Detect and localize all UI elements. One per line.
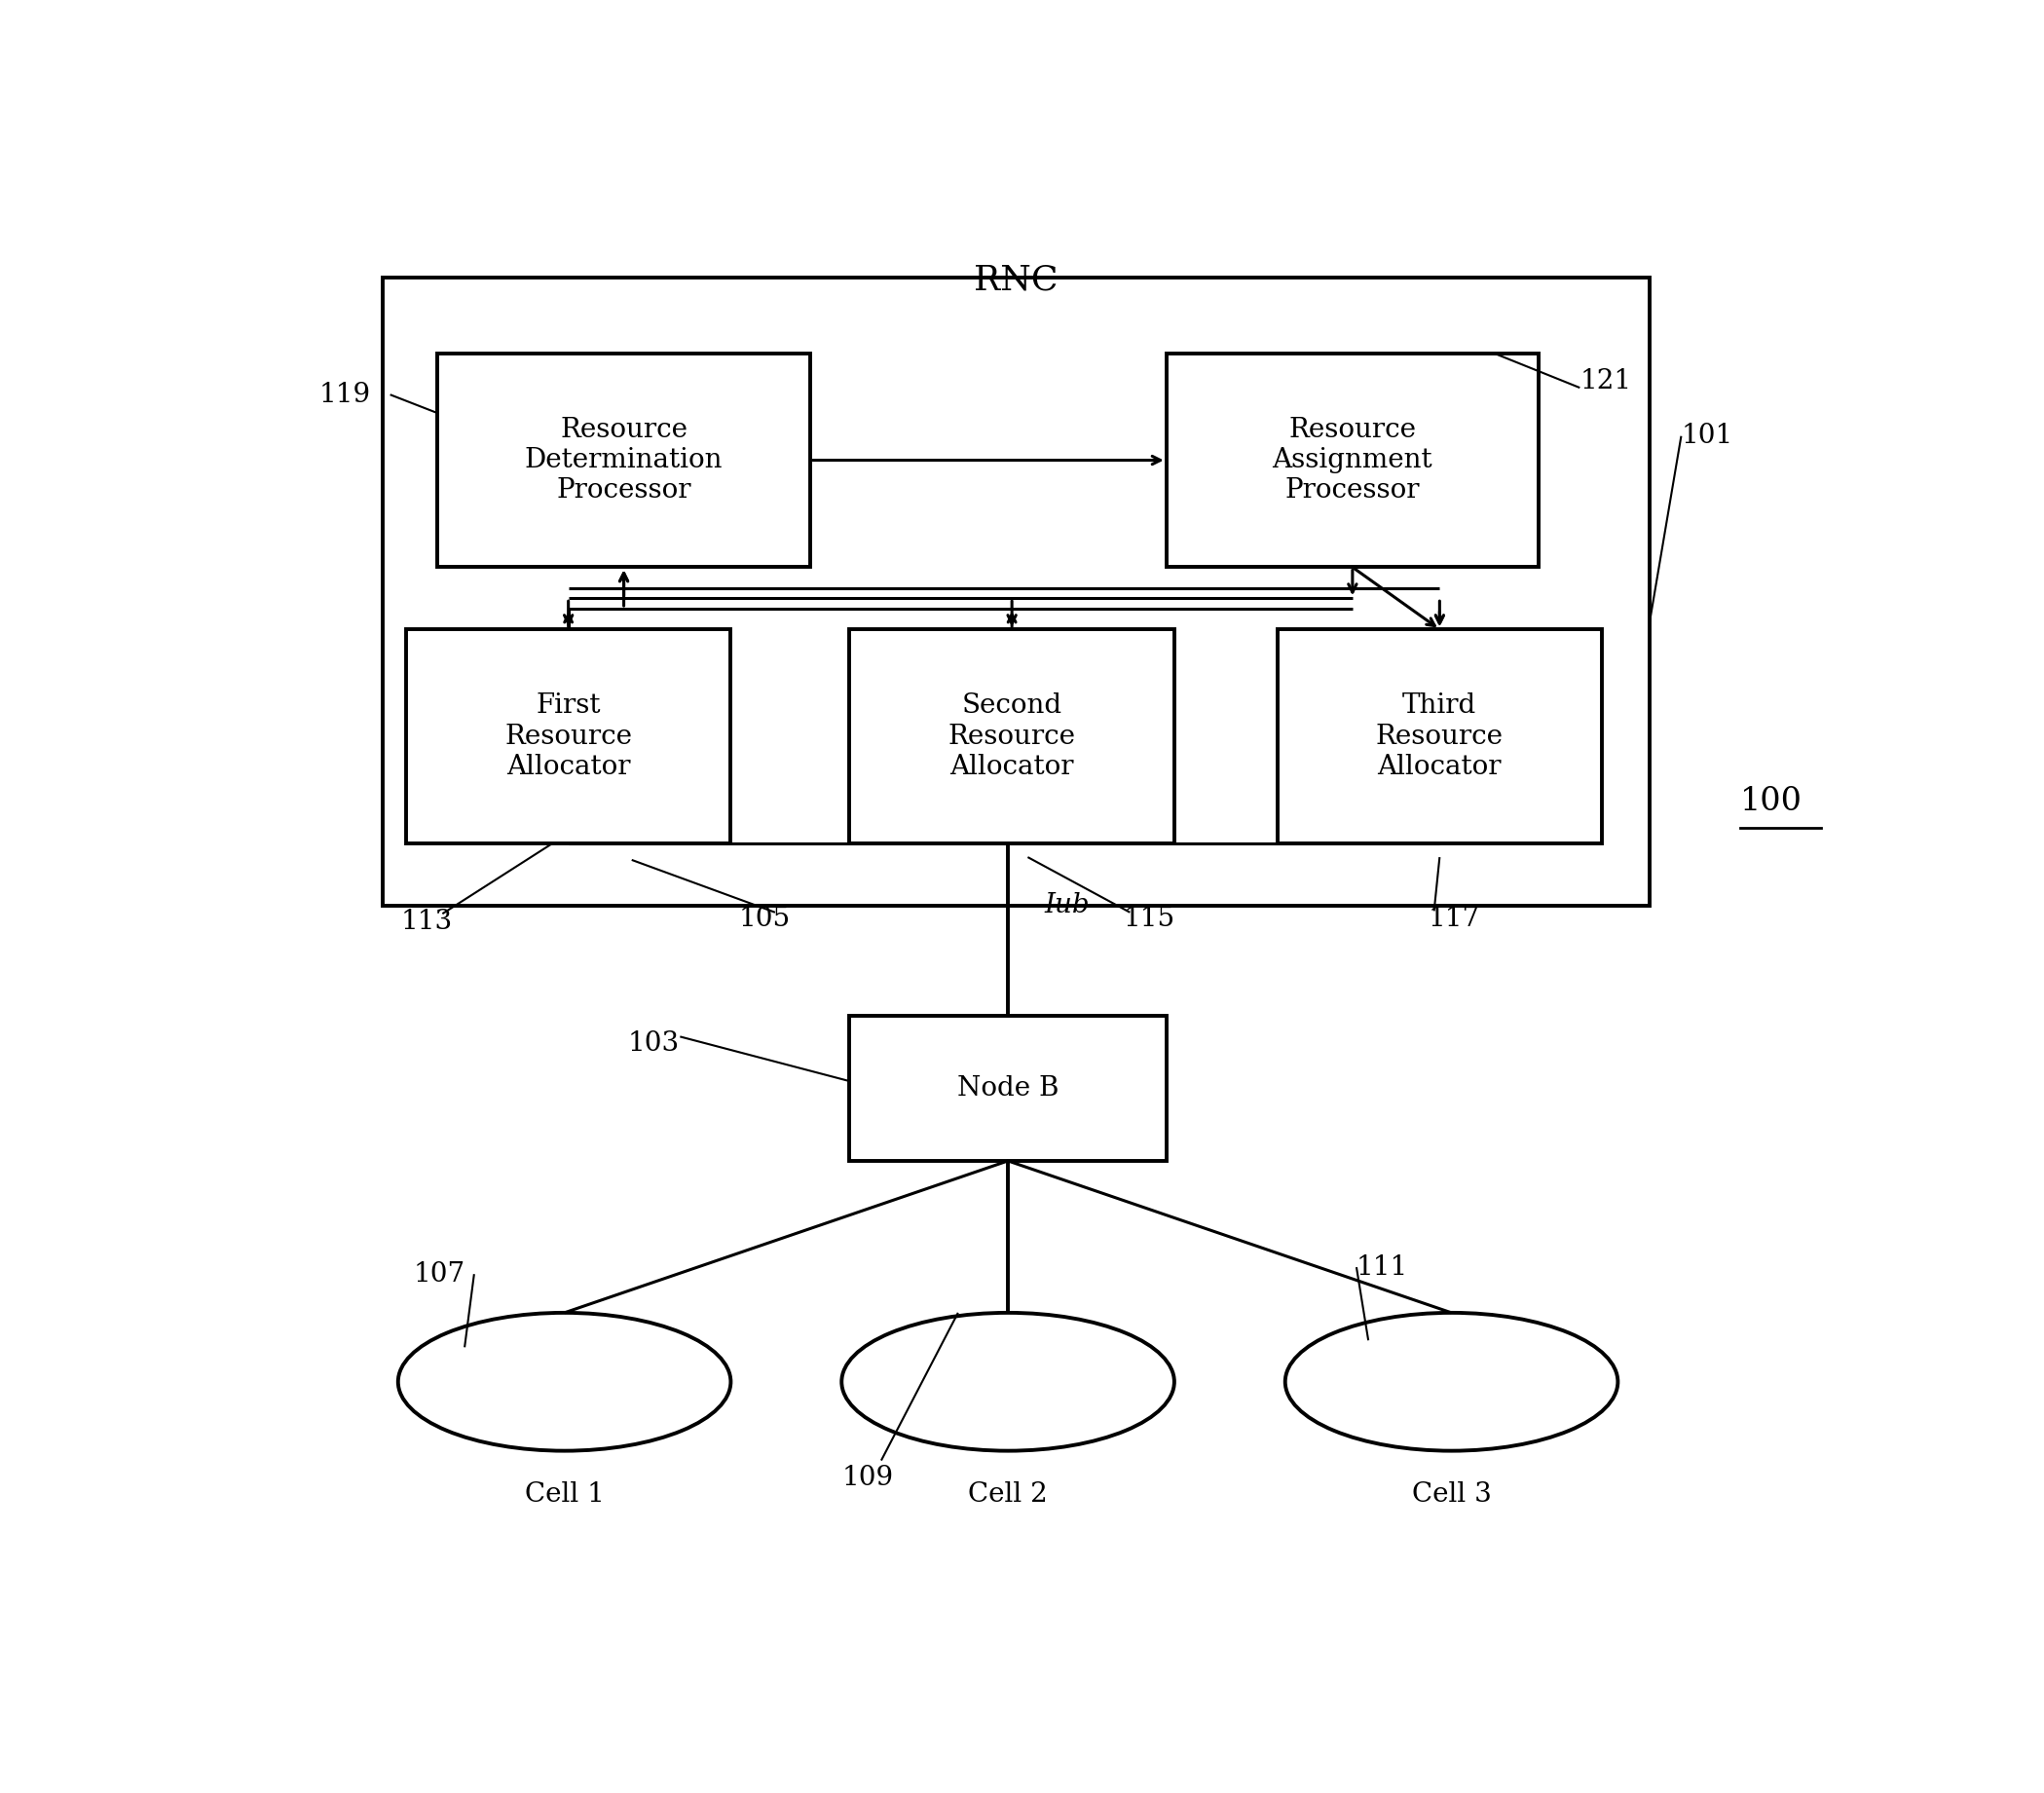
Ellipse shape [1286, 1312, 1619, 1451]
Text: Second
Resource
Allocator: Second Resource Allocator [948, 692, 1075, 780]
Text: Cell 3: Cell 3 [1412, 1481, 1492, 1508]
Text: 101: 101 [1682, 423, 1733, 450]
Text: 111: 111 [1357, 1253, 1408, 1280]
Bar [850, 629, 1173, 843]
Text: 107: 107 [413, 1260, 466, 1287]
Text: Node B: Node B [957, 1076, 1059, 1101]
Text: Iub: Iub [1044, 893, 1089, 918]
Ellipse shape [842, 1312, 1173, 1451]
Text: 113: 113 [401, 909, 454, 936]
Bar [850, 1017, 1167, 1160]
Text: RNC: RNC [973, 264, 1059, 296]
Bar [437, 353, 809, 567]
Text: 121: 121 [1580, 368, 1631, 394]
Text: Cell 1: Cell 1 [525, 1481, 605, 1508]
Text: First
Resource
Allocator: First Resource Allocator [505, 692, 632, 780]
Ellipse shape [399, 1312, 732, 1451]
Bar [1167, 353, 1539, 567]
Bar [407, 629, 732, 843]
Text: 119: 119 [319, 382, 370, 407]
Text: Third
Resource
Allocator: Third Resource Allocator [1376, 692, 1504, 780]
Text: Resource
Determination
Processor: Resource Determination Processor [525, 416, 724, 504]
Text: 103: 103 [628, 1031, 679, 1056]
Text: Resource
Assignment
Processor: Resource Assignment Processor [1271, 416, 1433, 504]
Text: 105: 105 [738, 905, 791, 932]
Bar [382, 278, 1650, 905]
Bar [1278, 629, 1602, 843]
Text: 117: 117 [1427, 905, 1480, 932]
Text: 109: 109 [842, 1465, 893, 1492]
Text: Cell 2: Cell 2 [969, 1481, 1049, 1508]
Text: 100: 100 [1739, 787, 1803, 818]
Text: 115: 115 [1124, 905, 1175, 932]
